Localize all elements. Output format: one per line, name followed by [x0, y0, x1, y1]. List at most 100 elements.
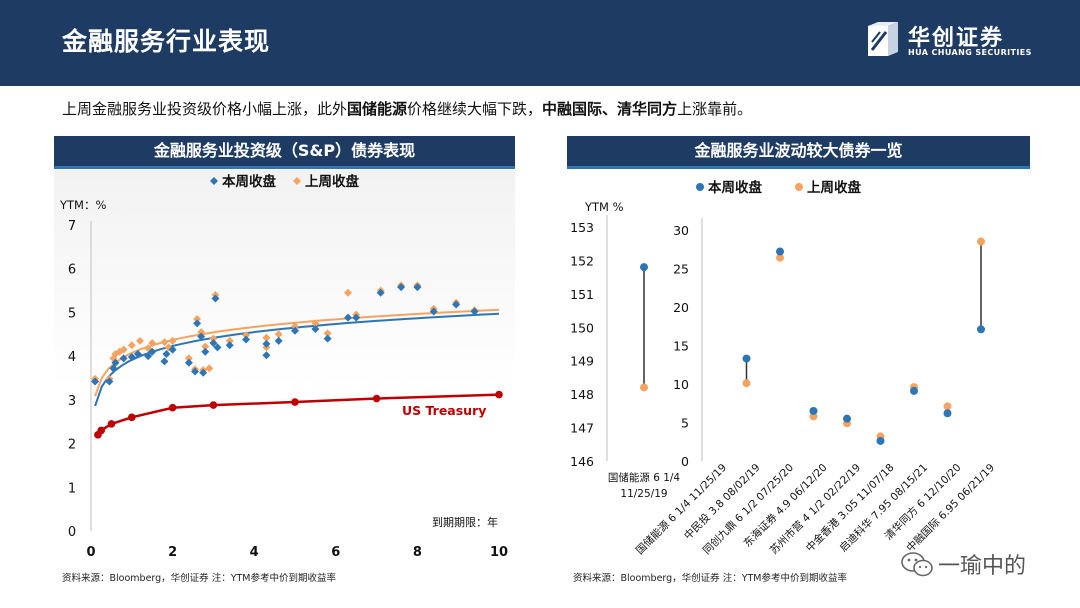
- treasury-point: [107, 420, 116, 428]
- legend-this-week-marker: [210, 177, 218, 185]
- this-week-point: [376, 288, 385, 297]
- big-y-tick-label: 25: [673, 262, 689, 277]
- x-tick-label: 4: [250, 545, 259, 560]
- this-week-point: [184, 358, 193, 367]
- this-week-point: [193, 319, 202, 328]
- last-week-point: [344, 288, 353, 297]
- last-week-trend-line: [94, 308, 500, 397]
- x-tick-label: 8: [413, 545, 422, 560]
- big-y-tick-label: 10: [673, 377, 689, 392]
- big-this-week-point: [943, 409, 952, 418]
- header-bar: 金融服务行业表现 华创证券 HUA CHUANG SECURITIES: [0, 0, 1080, 86]
- last-week-point: [184, 354, 193, 363]
- treasury-point: [168, 403, 177, 412]
- big-this-week-point: [809, 406, 818, 415]
- this-week-point: [344, 313, 353, 322]
- this-week-point: [160, 357, 169, 366]
- small-y-tick-label: 149: [570, 354, 594, 369]
- this-week-point: [162, 349, 171, 358]
- y-tick-label: 6: [68, 263, 76, 278]
- x-tick-label: 6: [331, 545, 340, 560]
- big-this-week-point: [742, 354, 751, 363]
- last-week-point: [127, 341, 136, 350]
- this-week-point: [105, 377, 114, 386]
- last-week-point: [135, 336, 144, 345]
- last-week-point: [209, 334, 218, 343]
- this-week-point: [199, 368, 208, 377]
- this-week-point: [429, 307, 438, 316]
- big-this-week-point: [843, 414, 851, 423]
- page-title: 金融服务行业表现: [62, 27, 271, 56]
- this-week-point: [470, 307, 479, 316]
- big-last-week-point: [742, 379, 751, 388]
- small-y-tick-label: 152: [570, 253, 594, 268]
- last-week-point: [119, 345, 128, 354]
- small-category-label-line1: 国储能源 6 1/4: [608, 471, 681, 484]
- last-week-point: [160, 338, 169, 347]
- legend-this-week-marker: [696, 183, 704, 191]
- x-tick-label: 10: [490, 545, 508, 560]
- big-this-week-point: [876, 436, 885, 445]
- treasury-point: [495, 390, 503, 399]
- this-week-point: [191, 367, 200, 376]
- this-week-point: [352, 313, 361, 322]
- treasury-point: [128, 413, 136, 422]
- last-week-point: [291, 322, 299, 331]
- legend-last-week-marker: [795, 183, 803, 191]
- legend-this-week-label: 本周收盘: [708, 179, 762, 196]
- last-week-point: [274, 330, 283, 339]
- this-week-point: [291, 326, 299, 335]
- big-last-week-point: [977, 237, 985, 246]
- right-source-note: 资料来源：Bloomberg，华创证券 注：YTM参考中价到期收益率: [573, 573, 848, 584]
- this-week-point: [119, 354, 128, 363]
- big-this-week-point: [776, 247, 784, 256]
- this-week-point: [211, 294, 220, 303]
- last-week-point: [225, 336, 234, 345]
- watermark-text: 一瑜中的: [938, 554, 1027, 579]
- small-y-tick-label: 151: [570, 287, 594, 302]
- big-last-week-point: [776, 253, 784, 262]
- treasury-point: [97, 426, 105, 435]
- y-axis-label: YTM：%: [59, 198, 106, 212]
- y-tick-label: 3: [68, 394, 76, 409]
- big-y-tick-label: 0: [681, 454, 689, 469]
- y-tick-label: 4: [68, 350, 76, 365]
- logo-text-cn: 华创证券: [908, 26, 1005, 51]
- this-week-point: [127, 353, 136, 362]
- treasury-point: [209, 401, 218, 409]
- treasury-label: US Treasury: [402, 403, 486, 418]
- big-this-week-point: [977, 325, 985, 334]
- wechat-watermark: 一瑜中的: [900, 546, 1070, 580]
- left-chart-background: [54, 170, 515, 565]
- this-week-point: [397, 283, 406, 292]
- company-logo: 华创证券 HUA CHUANG SECURITIES: [862, 18, 1062, 66]
- big-y-tick-label: 20: [673, 300, 689, 315]
- legend-last-week-label: 上周收盘: [305, 173, 359, 190]
- last-week-point: [311, 319, 320, 328]
- this-week-point: [225, 341, 234, 350]
- this-week-point: [133, 349, 142, 358]
- this-week-point: [213, 343, 222, 352]
- this-week-point: [209, 339, 218, 348]
- left-chart-title: 金融服务业投资级（S&P）债券表现: [54, 136, 515, 169]
- x-tick-label: 2: [168, 545, 177, 560]
- this-week-point: [242, 335, 251, 344]
- treasury-point: [372, 394, 381, 403]
- big-y-tick-label: 15: [673, 339, 689, 354]
- right-chart-title: 金融服务业波动较大债券一览: [567, 136, 1030, 169]
- last-week-point: [205, 364, 214, 373]
- this-week-point: [311, 325, 320, 334]
- legend-last-week-marker: [293, 177, 301, 185]
- this-week-point: [197, 332, 206, 341]
- treasury-point: [291, 398, 299, 406]
- this-week-point: [274, 336, 283, 345]
- this-week-point: [148, 347, 157, 356]
- x-axis-label: 到期期限：年: [432, 515, 498, 529]
- this-week-point: [452, 300, 461, 309]
- this-week-point: [323, 334, 332, 343]
- big-y-tick-label: 5: [681, 416, 689, 431]
- this-week-point: [144, 352, 153, 361]
- small-last-week-point: [640, 383, 648, 392]
- last-week-point: [201, 342, 210, 351]
